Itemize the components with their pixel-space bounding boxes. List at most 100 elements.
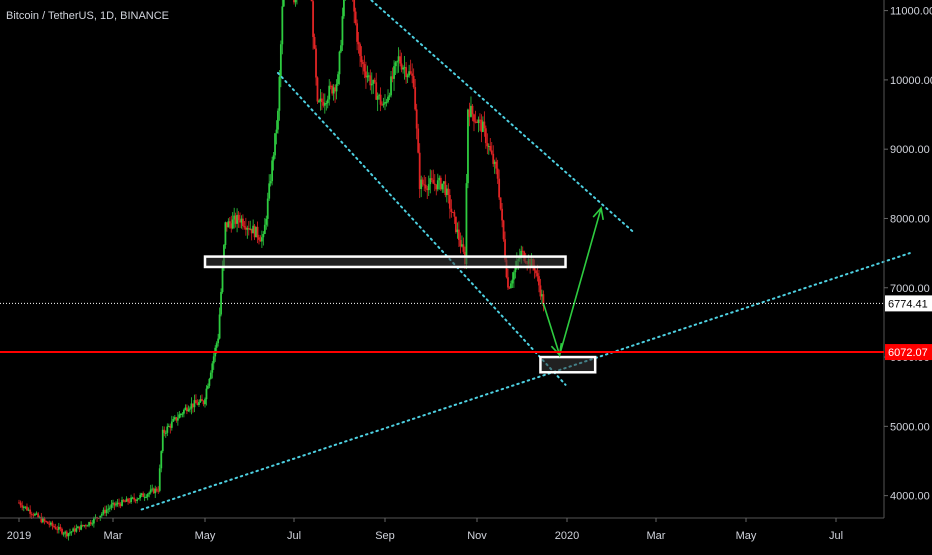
candle-body [142, 493, 145, 497]
price-tick-label: 9000.00 [890, 144, 930, 156]
candle-body [196, 403, 199, 406]
candle-body [211, 363, 214, 373]
candle-body [112, 502, 114, 505]
candle-body [221, 266, 224, 292]
candle-body [454, 216, 457, 233]
candle-body [429, 178, 432, 185]
candle-body [394, 62, 397, 67]
candle-body [406, 75, 409, 78]
candle-body [242, 218, 244, 227]
candle-body [329, 85, 332, 87]
candle-body [131, 497, 134, 499]
time-axis[interactable]: 2019 Mar May Jul Sep Nov 2020 Mar May Jul [7, 518, 843, 542]
candle-body [427, 184, 430, 191]
trendline[interactable] [276, 71, 567, 386]
candle-body [448, 195, 451, 209]
candle-body [430, 178, 433, 180]
candle-body [278, 76, 281, 111]
candle-body [409, 71, 412, 74]
candle-body [204, 399, 206, 405]
candle-body [67, 533, 70, 537]
candle-body [224, 222, 227, 245]
time-tick-label: May [736, 530, 757, 542]
price-tick-label: 4000.00 [890, 491, 930, 503]
candle-body [244, 227, 247, 230]
candle-body [483, 121, 486, 129]
candle-body [158, 468, 161, 491]
price-marker-badge [885, 295, 932, 312]
candle-body [510, 283, 512, 289]
candle-body [110, 504, 113, 508]
candle-body [477, 119, 480, 124]
candle-body [83, 525, 86, 527]
candle-body [252, 225, 255, 234]
candle-body [312, 1, 314, 37]
candle-body [373, 79, 376, 83]
candle-body [186, 407, 188, 412]
zone-rectangle[interactable] [539, 355, 597, 374]
candle-body [399, 56, 401, 64]
price-tick-label: 5000.00 [890, 421, 930, 433]
candle-body [69, 532, 71, 534]
candle-body [489, 146, 492, 151]
candle-body [86, 525, 89, 527]
candle-body [175, 417, 178, 421]
candle-body [511, 279, 514, 284]
candle-body [230, 223, 233, 229]
candle-body [198, 402, 200, 406]
candle-body [26, 506, 28, 511]
candle-body [541, 294, 543, 297]
candle-body [387, 96, 389, 102]
candle-body [405, 67, 408, 78]
candle-body [140, 493, 143, 496]
candle-body [75, 528, 78, 532]
candle-body [212, 356, 215, 364]
candle-body [400, 63, 403, 70]
candle-body [227, 221, 230, 228]
candle-body [100, 513, 103, 516]
price-marker-badge [885, 344, 932, 361]
candle-body [492, 153, 495, 164]
zone-rectangle[interactable] [203, 255, 567, 269]
price-markers: 6774.41 6072.07 [0, 295, 932, 361]
candle-body [152, 488, 155, 494]
candle-body [476, 121, 478, 124]
candle-body [178, 414, 181, 419]
candle-body [376, 95, 379, 100]
trendline[interactable] [367, 0, 635, 234]
candle-body [341, 16, 344, 46]
candle-body [310, 0, 313, 2]
candle-body [275, 129, 278, 134]
candle-body [393, 66, 395, 79]
candle-body [343, 0, 345, 17]
candle-body [338, 51, 341, 75]
candle-body [486, 143, 489, 147]
candle-body [199, 399, 202, 403]
candle-body [189, 408, 191, 410]
candle-body [190, 403, 193, 409]
candle-body [145, 496, 148, 498]
candle-body [328, 85, 331, 100]
candle-body [482, 121, 484, 132]
candle-body [420, 179, 423, 189]
candle-body [396, 61, 398, 63]
candle-body [73, 528, 76, 532]
candle-body [432, 179, 435, 184]
candle-body [134, 499, 137, 501]
candle-body [105, 509, 108, 514]
candle-body [218, 314, 221, 339]
candle-body [192, 403, 194, 408]
candle-body [187, 409, 190, 412]
candle-body [255, 226, 257, 238]
candle-body [207, 385, 209, 389]
candle-body [536, 273, 539, 277]
candle-body [104, 509, 106, 514]
candle-body [271, 160, 274, 182]
candle-body [444, 181, 447, 196]
time-tick-label: Sep [375, 530, 395, 542]
candle-body [225, 222, 228, 228]
candle-body [169, 425, 172, 428]
candle-body [375, 82, 378, 100]
